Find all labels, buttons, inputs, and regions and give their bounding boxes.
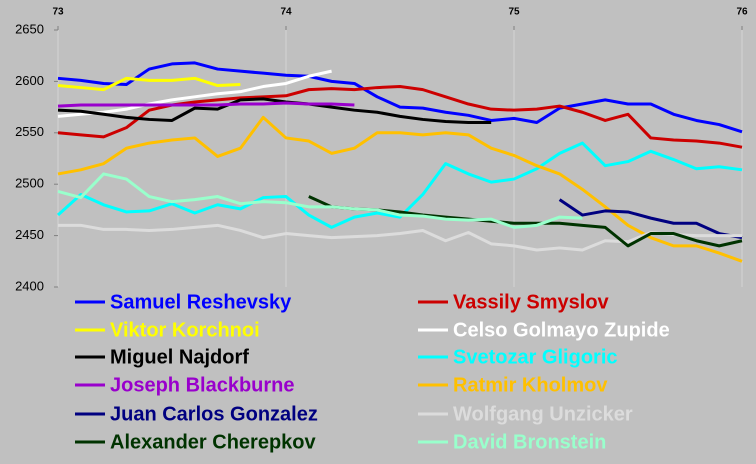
legend-label: David Bronstein [453, 431, 606, 453]
series-line [57, 76, 241, 92]
legend-label: Ratmir Kholmov [453, 374, 608, 396]
legend-label: Juan Carlos Gonzalez [110, 403, 318, 425]
legend-label: Celso Golmayo Zupide [453, 319, 670, 341]
series-line [57, 172, 583, 229]
x-tick-label: 73 [52, 7, 64, 18]
series-line [57, 115, 743, 263]
series-line [57, 69, 332, 118]
y-tick-label: 2600 [15, 73, 44, 88]
y-tick-label: 2650 [15, 21, 44, 36]
series-line [56, 141, 743, 229]
legend-label: Alexander Cherepkov [110, 431, 317, 453]
y-tick-label: 2500 [15, 176, 44, 191]
series-line [558, 198, 743, 240]
legend-label: Joseph Blackburne [110, 374, 295, 396]
legend-label: Svetozar Gligoric [453, 346, 618, 368]
series-line [57, 97, 492, 125]
x-tick-label: 74 [280, 7, 292, 18]
x-tick-label: 75 [508, 7, 520, 18]
legend-label: Miguel Najdorf [110, 346, 249, 368]
y-tick-label: 2450 [15, 227, 44, 242]
legend-label: Samuel Reshevsky [110, 291, 292, 313]
legend-label: Wolfgang Unzicker [453, 403, 633, 425]
y-tick-label: 2550 [15, 124, 44, 139]
y-tick-label: 2400 [15, 278, 44, 293]
series-line [57, 101, 355, 108]
legend-label: Vassily Smyslov [453, 291, 610, 313]
series-line [58, 223, 742, 252]
series-line [57, 61, 743, 134]
legend-label: Viktor Korchnoi [110, 319, 260, 341]
x-tick-label: 76 [736, 7, 748, 18]
